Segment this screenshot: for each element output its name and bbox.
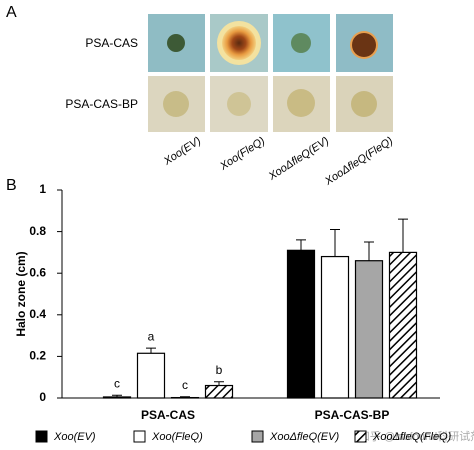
significance-letter: a xyxy=(148,329,155,343)
column-label: Xoo(FleQ) xyxy=(217,135,267,173)
error-bar xyxy=(398,218,408,253)
y-tick-label: 1 xyxy=(39,182,46,196)
x-tick-label: PSA-CAS xyxy=(141,408,195,422)
plate-photos xyxy=(148,14,393,132)
watermark: 知乎 @biofound科研试剂 xyxy=(359,429,474,443)
legend-label: Xoo(EV) xyxy=(53,431,96,443)
colony xyxy=(287,89,315,117)
significance-letter: c xyxy=(182,378,188,392)
x-tick-label: PSA-CAS-BP xyxy=(315,408,390,422)
column-label: XooΔfleQ(FleQ) xyxy=(322,135,395,188)
significance-letter: b xyxy=(216,363,223,377)
bar xyxy=(388,251,418,399)
bar xyxy=(204,384,234,399)
error-bar xyxy=(296,239,306,251)
error-bar xyxy=(180,396,190,398)
legend-label: XooΔfleQ(FleQ) xyxy=(372,431,452,443)
colony xyxy=(227,92,251,116)
column-label: XooΔfleQ(EV) xyxy=(266,135,332,183)
colony xyxy=(352,33,376,57)
error-bar xyxy=(112,394,122,397)
colony xyxy=(222,26,256,60)
colony xyxy=(351,91,377,117)
y-tick-label: 0 xyxy=(39,390,46,404)
y-axis-title: Halo zone (cm) xyxy=(14,251,28,336)
y-tick-label: 0.2 xyxy=(29,349,46,363)
error-bar xyxy=(214,381,224,386)
bar xyxy=(320,255,350,399)
row-label: PSA-CAS-BP xyxy=(65,97,138,111)
panel-label: A xyxy=(6,4,17,21)
legend-swatch xyxy=(251,430,264,443)
error-bar xyxy=(146,347,156,354)
error-bar xyxy=(364,241,374,261)
legend-swatch xyxy=(35,430,48,443)
significance-letter: c xyxy=(114,376,120,390)
row-label: PSA-CAS xyxy=(85,36,138,50)
legend-swatch xyxy=(133,430,146,443)
legend-label: Xoo(FleQ) xyxy=(151,431,203,443)
bar xyxy=(354,260,384,399)
colony xyxy=(163,91,189,117)
colony xyxy=(167,34,185,52)
y-tick-label: 0.4 xyxy=(29,307,46,321)
bar xyxy=(286,249,316,399)
legend-swatch xyxy=(354,430,367,443)
bar xyxy=(102,396,132,399)
bar xyxy=(136,352,166,399)
y-tick-label: 0.8 xyxy=(29,224,46,238)
column-label: Xoo(EV) xyxy=(161,135,204,168)
panel-label: B xyxy=(6,177,17,194)
y-tick-label: 0.6 xyxy=(29,265,46,279)
legend-label: XooΔfleQ(EV) xyxy=(269,431,339,443)
error-bar xyxy=(330,229,340,257)
colony xyxy=(291,33,311,53)
